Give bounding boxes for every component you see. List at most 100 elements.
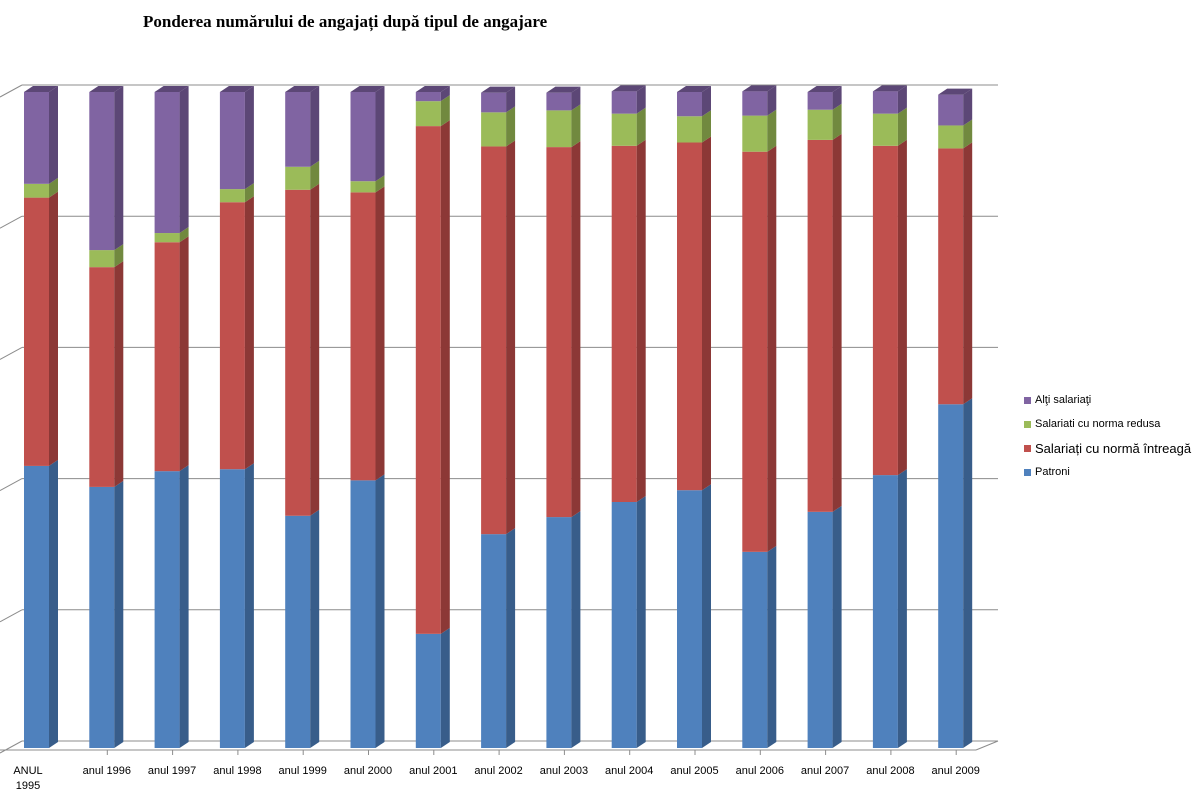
bar-stack <box>742 85 777 748</box>
bar-segment-side <box>897 139 907 476</box>
bar-top <box>807 86 842 92</box>
bar-segment-side <box>375 474 385 748</box>
bar-segment <box>219 92 245 190</box>
bar-segment-side <box>49 86 58 184</box>
bar-segment <box>350 92 376 182</box>
bar-stack <box>807 86 842 748</box>
bar-segment <box>24 183 49 198</box>
bar-segment <box>89 486 115 748</box>
bar-segment <box>546 110 572 148</box>
bar-stack <box>89 86 124 748</box>
bar-segment-side <box>244 463 254 748</box>
legend-item: Salariati cu norma redusa <box>1024 412 1191 436</box>
chart-title: Ponderea numărului de angajați după tipu… <box>143 12 548 31</box>
bar-segment-side <box>832 103 842 140</box>
bar-segment-side <box>310 183 320 516</box>
bar-segment-side <box>832 505 842 748</box>
x-tick-label: anul 2008 <box>866 765 914 777</box>
bar-segment <box>807 139 833 512</box>
bar-segment-side <box>440 86 450 102</box>
bar-segment-side <box>702 136 711 491</box>
x-tick-label: anul 2009 <box>932 765 980 777</box>
bar-segment-side <box>767 145 777 552</box>
bar-stack <box>350 86 385 748</box>
bar-segment <box>742 151 768 552</box>
bar-segment <box>285 189 311 516</box>
bar-top <box>89 86 124 92</box>
x-tick-label: anul 2004 <box>605 765 653 777</box>
bar-segment-side <box>702 86 711 117</box>
bar-top <box>546 86 581 93</box>
bar-segment-side <box>506 140 516 535</box>
bar-stack <box>415 86 450 748</box>
bar-segment-side <box>571 86 581 111</box>
bar-segment-side <box>767 545 777 748</box>
bar-segment-side <box>571 104 581 148</box>
bar-top <box>872 85 907 92</box>
floor-right-edge <box>975 740 999 751</box>
bar-segment-side <box>506 86 516 113</box>
bar-segment-side <box>179 227 189 243</box>
bar-segment-side <box>636 85 646 114</box>
bar-segment <box>219 469 245 748</box>
bar-segment <box>611 113 637 146</box>
bar-segment-side <box>49 459 58 748</box>
x-tick-label: anul 2002 <box>474 765 522 777</box>
bar-segment <box>872 145 898 476</box>
bar-segment <box>481 92 507 113</box>
gridline-side <box>0 84 23 98</box>
bar-stack <box>219 86 254 748</box>
bar-segment-side <box>310 509 320 748</box>
bar-segment <box>154 92 180 234</box>
bar-segment <box>938 125 964 149</box>
gridline-side <box>0 740 23 754</box>
x-tick-label: anul 2001 <box>409 765 457 777</box>
bar-stack <box>481 86 516 748</box>
bar-segment-side <box>767 109 777 152</box>
bar-stack <box>546 86 581 748</box>
bar-segment <box>24 465 49 748</box>
legend-swatch <box>1024 468 1031 476</box>
legend-item: Alţi salariaţi <box>1024 388 1191 412</box>
bar-segment-side <box>636 496 646 748</box>
bar-segment <box>611 91 637 114</box>
bar-top <box>415 86 450 92</box>
bar-segment <box>677 142 702 491</box>
bar-segment <box>89 92 115 251</box>
bar-segment-side <box>114 480 124 748</box>
bar-segment <box>742 115 768 152</box>
legend-item: Patroni <box>1024 460 1191 484</box>
bar-segment <box>350 192 376 481</box>
bar-stack <box>285 86 320 748</box>
bar-segment-side <box>114 244 124 268</box>
bar-top <box>350 86 385 92</box>
bar-segment-side <box>702 110 711 143</box>
bar-segment-side <box>179 465 189 748</box>
legend-label: Salariați cu normă întreagă <box>1035 440 1192 456</box>
x-tick-label: anul 1996 <box>83 765 131 777</box>
legend-swatch <box>1024 396 1031 404</box>
bar-segment <box>219 202 245 470</box>
bar-segment-side <box>767 85 777 116</box>
legend-label: Patroni <box>1035 466 1070 478</box>
bar-segment <box>219 189 245 203</box>
bar-segment-side <box>310 86 320 167</box>
bar-segment <box>546 147 572 518</box>
bar-top <box>938 88 973 95</box>
bar-segment <box>938 148 964 405</box>
bar-segment <box>611 145 637 503</box>
x-tick-label: 1995 <box>16 780 40 792</box>
bar-stack <box>872 85 907 748</box>
bar-segment <box>415 92 441 102</box>
bar-segment-side <box>571 141 581 518</box>
x-tick-label: anul 1998 <box>213 765 261 777</box>
bar-segment <box>154 471 180 748</box>
bar-segment-side <box>506 528 516 748</box>
x-tick-label: anul 2006 <box>736 765 784 777</box>
bar-segment-side <box>832 86 842 110</box>
bar-segment-side <box>244 183 254 203</box>
bar-segment <box>546 92 572 111</box>
bar-segment <box>24 197 49 466</box>
bar-segment-side <box>179 236 189 472</box>
